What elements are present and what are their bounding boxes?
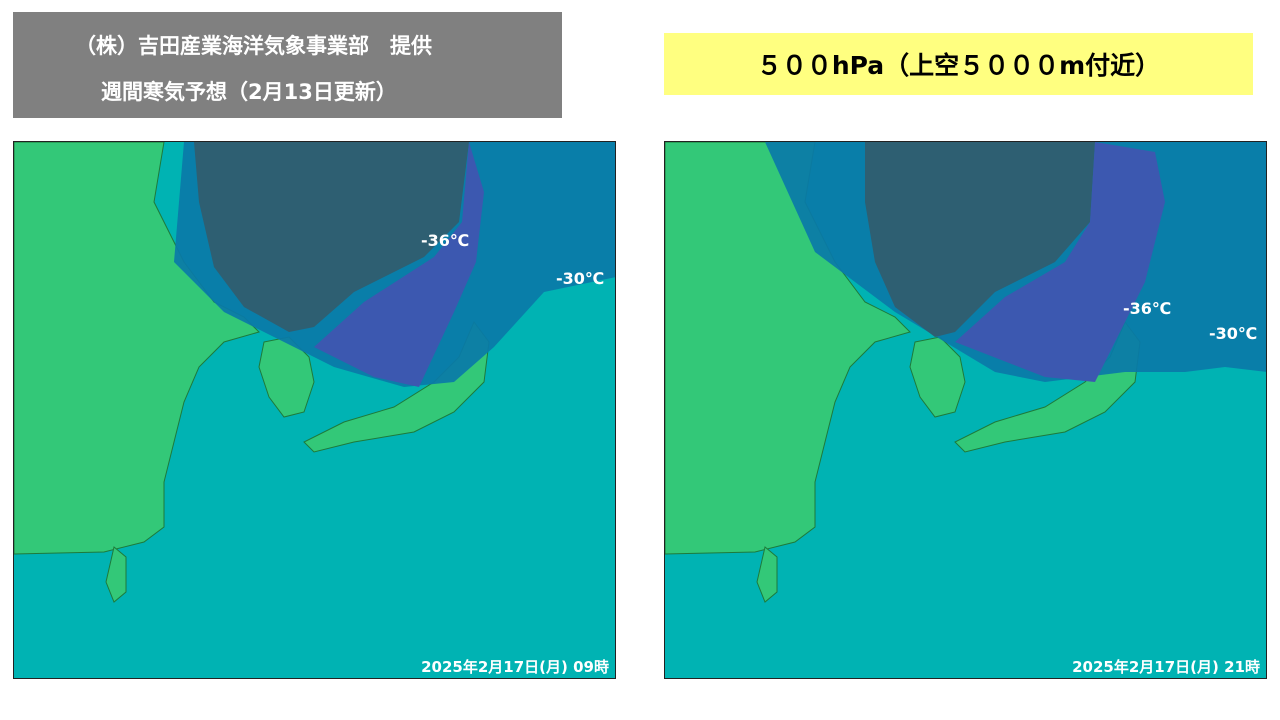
- isotherm-label: -36℃: [1123, 299, 1171, 318]
- cold-region: [314, 142, 484, 387]
- timestamp: 2025年2月17日(月) 09時: [421, 658, 609, 676]
- land: [756, 546, 778, 603]
- land: [14, 142, 260, 555]
- timestamp: 2025年2月17日(月) 21時: [1072, 658, 1260, 676]
- land: [909, 336, 966, 418]
- cold-region: [194, 142, 469, 332]
- level-label: ５００hPa（上空５０００m付近）: [664, 33, 1253, 95]
- provider: （株）吉田産業海洋気象事業部 提供: [75, 34, 432, 58]
- map-panel: -36℃ -30℃ 2025年2月17日(月) 09時: [13, 141, 616, 679]
- map-panel: -36℃ -30℃ 2025年2月17日(月) 21時: [664, 141, 1267, 679]
- cold-region: [865, 142, 1095, 337]
- isotherm-label: -30℃: [1209, 324, 1257, 343]
- header: （株）吉田産業海洋気象事業部 提供 週間寒気予想（2月13日更新）: [13, 12, 562, 118]
- land: [105, 546, 127, 603]
- isotherm-label: -36℃: [421, 231, 469, 250]
- subtitle: 週間寒気予想（2月13日更新）: [101, 80, 397, 104]
- isotherm-label: -30℃: [556, 269, 604, 288]
- cold-region: [955, 142, 1165, 382]
